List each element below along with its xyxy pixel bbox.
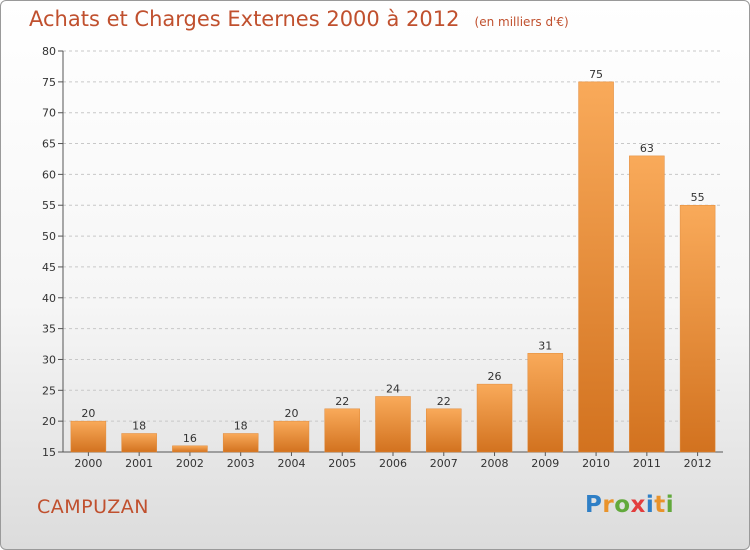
y-tick-label: 75	[42, 76, 56, 89]
logo-letter: x	[630, 492, 646, 518]
x-tick-label: 2001	[125, 457, 153, 470]
data-label: 63	[640, 142, 654, 155]
chart-title-block: Achats et Charges Externes 2000 à 2012 (…	[29, 7, 569, 31]
y-tick-label: 55	[42, 199, 56, 212]
x-tick-label: 2002	[176, 457, 204, 470]
y-tick-label: 65	[42, 138, 56, 151]
x-tick-label: 2012	[684, 457, 712, 470]
bar	[476, 383, 513, 453]
y-tick-label: 50	[42, 230, 56, 243]
grid-lines	[63, 50, 723, 422]
data-label: 22	[437, 395, 451, 408]
x-tick-label: 2003	[227, 457, 255, 470]
data-labels: 20 18 16 18 20 22 24 22 26 31 75 63 55	[81, 68, 704, 445]
y-tick-label: 40	[42, 292, 56, 305]
x-tick-label: 2009	[531, 457, 559, 470]
y-tick-label: 70	[42, 107, 56, 120]
data-label: 22	[335, 395, 349, 408]
y-tick-label: 45	[42, 261, 56, 274]
x-tick-label: 2006	[379, 457, 407, 470]
bar	[172, 445, 208, 453]
logo-letter: P	[585, 492, 603, 518]
y-tick-label: 80	[42, 45, 56, 58]
y-tick-label: 25	[42, 384, 56, 397]
y-tick-label: 35	[42, 323, 56, 336]
data-label: 75	[589, 68, 603, 81]
bar	[222, 433, 259, 453]
x-tick-label: 2007	[430, 457, 458, 470]
x-tick-label: 2008	[481, 457, 509, 470]
bars	[70, 81, 716, 453]
logo-letter: r	[602, 492, 615, 518]
x-tick-label: 2004	[277, 457, 305, 470]
chart-unit: (en milliers d'€)	[474, 15, 569, 29]
x-tick-label: 2005	[328, 457, 356, 470]
chart-title: Achats et Charges Externes 2000 à 2012	[29, 7, 460, 31]
bar	[121, 433, 157, 453]
bar	[578, 81, 614, 453]
city-name: CAMPUZAN	[37, 496, 149, 518]
y-tick-label: 60	[42, 168, 56, 181]
data-label: 16	[183, 432, 197, 445]
proxiti-logo[interactable]: Proxiti	[585, 492, 674, 518]
data-label: 55	[691, 191, 705, 204]
bar	[527, 353, 564, 453]
bar	[679, 204, 716, 453]
y-tick-label: 15	[42, 446, 56, 459]
logo-letter: o	[614, 492, 631, 518]
data-label: 18	[234, 419, 248, 432]
data-label: 26	[488, 370, 502, 383]
bar	[375, 396, 411, 453]
bar	[70, 420, 107, 453]
data-label: 20	[81, 407, 95, 420]
y-tick-label: 20	[42, 415, 56, 428]
bar	[629, 155, 665, 453]
data-label: 24	[386, 382, 400, 395]
data-label: 31	[538, 339, 552, 352]
x-tick-label: 2011	[633, 457, 661, 470]
logo-letter: t	[654, 492, 666, 518]
x-tick-label: 2010	[582, 457, 610, 470]
bar	[426, 408, 462, 453]
data-label: 20	[284, 407, 298, 420]
logo-letter: i	[645, 492, 655, 518]
bar	[324, 408, 360, 453]
logo-letter: i	[665, 492, 675, 518]
data-label: 18	[132, 419, 146, 432]
bar	[273, 420, 310, 453]
x-tick-label: 2000	[74, 457, 102, 470]
y-tick-label: 30	[42, 353, 56, 366]
